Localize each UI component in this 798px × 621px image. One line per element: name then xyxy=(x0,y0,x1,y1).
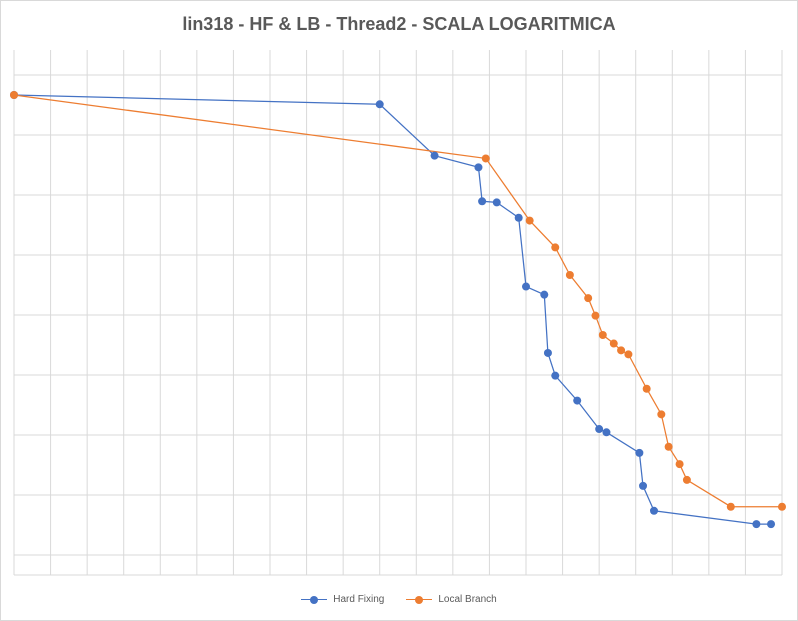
data-point-local-branch xyxy=(551,243,560,252)
legend-item-hard-fixing: Hard Fixing xyxy=(301,594,384,605)
legend-item-local-branch: Local Branch xyxy=(406,594,497,605)
legend-swatch-hard-fixing xyxy=(301,595,328,605)
data-point-local-branch xyxy=(598,331,607,339)
series-lines xyxy=(13,94,782,525)
data-point-local-branch xyxy=(591,311,600,320)
data-point-hard-fixing xyxy=(602,428,611,437)
chart-title: lin318 - HF & LB - Thread2 - SCALA LOGAR… xyxy=(182,14,616,34)
data-point-hard-fixing xyxy=(478,197,487,206)
legend: Hard Fixing Local Branch xyxy=(0,594,798,605)
data-point-local-branch xyxy=(657,410,666,419)
legend-label-hard-fixing: Hard Fixing xyxy=(333,594,385,605)
data-point-local-branch xyxy=(664,442,673,451)
data-point-local-branch xyxy=(481,154,490,163)
data-point-hard-fixing xyxy=(492,198,501,207)
series-line-hard-fixing xyxy=(13,94,771,525)
legend-label-local-branch: Local Branch xyxy=(438,594,497,605)
data-point-hard-fixing xyxy=(595,425,604,434)
data-point-hard-fixing xyxy=(474,163,483,172)
data-point-hard-fixing xyxy=(522,282,530,291)
gridlines xyxy=(13,50,783,576)
data-point-hard-fixing xyxy=(650,506,658,515)
data-point-local-branch xyxy=(642,384,651,393)
legend-swatch-local-branch xyxy=(406,595,433,605)
data-point-hard-fixing xyxy=(430,151,439,160)
data-point-local-branch xyxy=(624,350,633,359)
data-point-local-branch xyxy=(675,460,684,469)
data-point-hard-fixing xyxy=(639,481,648,490)
data-point-local-branch xyxy=(10,91,18,99)
data-point-local-branch xyxy=(617,346,626,355)
data-point-local-branch xyxy=(609,339,618,348)
data-point-hard-fixing xyxy=(543,348,552,357)
data-point-local-branch xyxy=(565,271,574,279)
data-point-hard-fixing xyxy=(540,290,549,299)
data-point-hard-fixing xyxy=(573,396,582,405)
data-point-local-branch xyxy=(682,475,691,484)
data-point-hard-fixing xyxy=(767,520,776,529)
data-point-hard-fixing xyxy=(514,213,523,222)
data-point-hard-fixing xyxy=(375,100,384,109)
series-points xyxy=(10,91,786,529)
data-point-local-branch xyxy=(584,294,593,303)
data-point-hard-fixing xyxy=(551,371,560,380)
data-point-local-branch xyxy=(778,502,786,511)
data-point-hard-fixing xyxy=(752,520,761,529)
data-point-local-branch xyxy=(525,216,534,225)
data-point-hard-fixing xyxy=(635,448,644,457)
data-point-local-branch xyxy=(726,502,735,511)
